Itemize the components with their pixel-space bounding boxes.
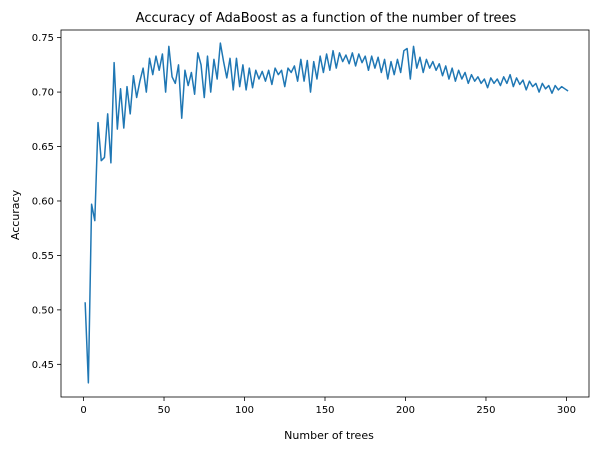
y-tick-label: 0.75	[32, 33, 54, 44]
y-tick-label: 0.50	[32, 305, 54, 316]
y-tick-label: 0.55	[32, 251, 54, 262]
chart-title: Accuracy of AdaBoost as a function of th…	[136, 11, 517, 26]
plot-frame	[60, 29, 590, 398]
x-tick-label: 100	[235, 405, 254, 416]
x-axis-label: Number of trees	[284, 429, 374, 442]
x-tick-label: 150	[315, 405, 334, 416]
y-tick-label: 0.45	[32, 360, 54, 371]
x-tick-label: 50	[158, 405, 171, 416]
x-tick-label: 0	[80, 405, 86, 416]
y-tick-label: 0.70	[32, 88, 54, 99]
x-axis-ticks: 0 50 100 150 200 250 300	[80, 397, 576, 416]
y-tick-label: 0.60	[32, 196, 54, 207]
x-tick-label: 250	[476, 405, 495, 416]
y-axis-ticks: 0.45 0.50 0.55 0.60 0.65 0.70 0.75	[32, 33, 61, 371]
plot-area	[60, 29, 590, 398]
x-tick-label: 200	[396, 405, 415, 416]
x-tick-label: 300	[557, 405, 576, 416]
y-axis-label: Accuracy	[9, 189, 22, 240]
accuracy-series-line	[84, 42, 569, 384]
y-tick-label: 0.65	[32, 142, 54, 153]
